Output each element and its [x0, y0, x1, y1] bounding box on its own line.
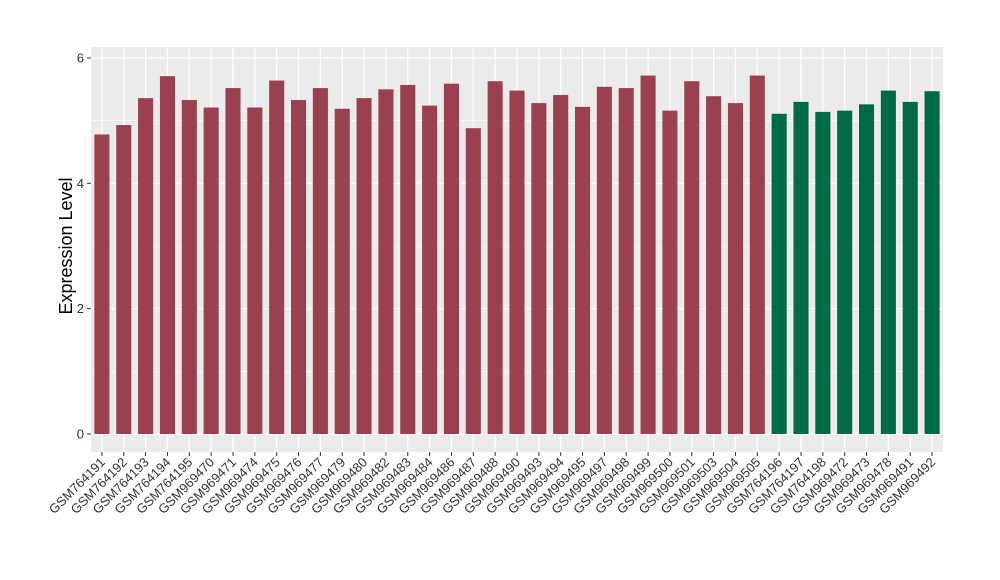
- bar-GSM969488: [487, 81, 503, 434]
- x-axis: GSM764191GSM764192GSM764193GSM764194GSM7…: [46, 452, 938, 517]
- bar-GSM764191: [94, 134, 110, 434]
- y-axis: 0 2 4 6: [77, 51, 91, 442]
- bar-GSM764193: [138, 98, 154, 435]
- bar-GSM969475: [269, 80, 285, 434]
- bar-GSM969487: [465, 128, 481, 435]
- y-axis-title: Expression Level: [56, 177, 76, 314]
- bars: [94, 75, 940, 435]
- bar-GSM969504: [727, 103, 743, 435]
- bar-GSM969483: [400, 84, 416, 435]
- bar-GSM969474: [247, 107, 263, 435]
- bar-GSM969500: [662, 110, 678, 434]
- bar-GSM969501: [684, 81, 700, 434]
- bar-GSM969473: [859, 104, 875, 434]
- bar-GSM969498: [618, 88, 634, 434]
- bar-GSM969476: [291, 99, 307, 434]
- bar-GSM969505: [749, 75, 765, 435]
- bar-GSM969491: [902, 101, 918, 434]
- bar-GSM969471: [225, 88, 241, 434]
- y-tick-label: 0: [77, 427, 84, 442]
- bar-GSM969479: [334, 108, 350, 434]
- bar-GSM969472: [837, 110, 853, 434]
- bar-GSM969503: [706, 96, 722, 434]
- bar-GSM969484: [422, 105, 438, 435]
- bar-GSM969492: [924, 91, 940, 435]
- bar-GSM969497: [596, 86, 612, 435]
- bar-GSM969499: [640, 75, 656, 435]
- bar-GSM969490: [509, 90, 525, 434]
- bar-GSM764194: [159, 76, 175, 434]
- bar-GSM969494: [553, 94, 569, 435]
- bar-GSM969470: [203, 107, 219, 435]
- bar-GSM764197: [793, 101, 809, 434]
- y-tick-label: 4: [77, 176, 84, 191]
- bar-GSM969480: [356, 98, 372, 435]
- bar-GSM969482: [378, 89, 394, 434]
- bar-GSM969478: [880, 90, 896, 434]
- y-tick-label: 6: [77, 51, 84, 66]
- bar-GSM969477: [312, 88, 328, 434]
- bar-GSM969495: [575, 106, 591, 434]
- bar-GSM764192: [116, 125, 132, 434]
- bar-GSM764198: [815, 111, 831, 434]
- bar-GSM764195: [181, 99, 197, 434]
- y-tick-label: 2: [77, 301, 84, 316]
- bar-GSM969486: [443, 83, 459, 435]
- bar-GSM764196: [771, 113, 787, 435]
- bar-GSM969493: [531, 103, 547, 435]
